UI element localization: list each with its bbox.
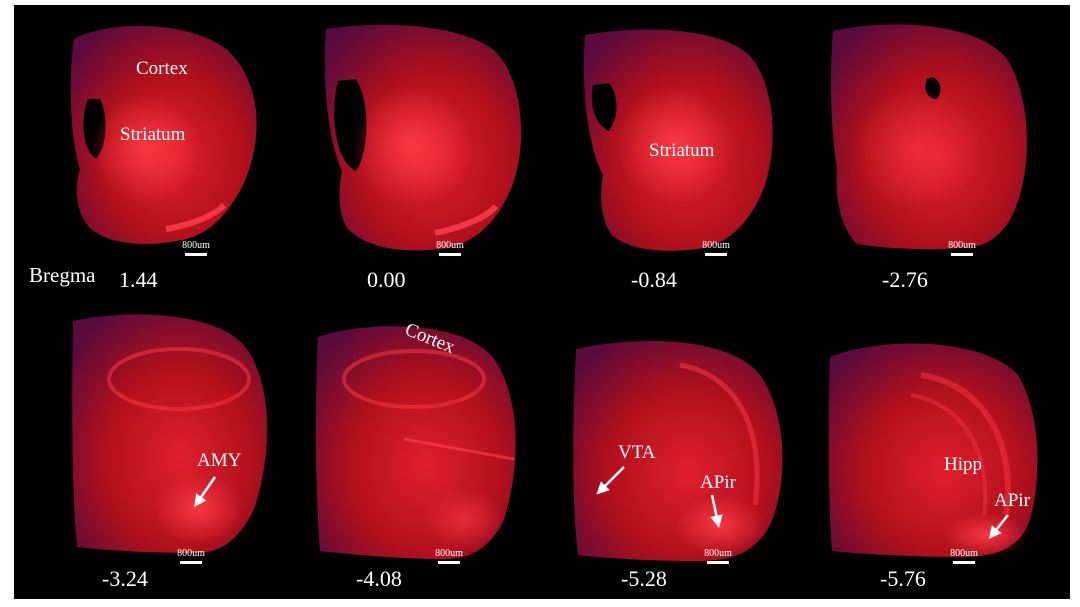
scale-label: 800um xyxy=(704,548,732,559)
region-label-striatum: Striatum xyxy=(120,124,186,145)
brain-section-image xyxy=(324,24,522,251)
scale-bar-line xyxy=(185,253,207,256)
bregma-label: Bregma xyxy=(29,263,96,287)
scale-bar-line xyxy=(439,253,461,256)
brain-section-5: AMY xyxy=(69,309,274,553)
region-label-hipp: Hipp xyxy=(944,454,982,475)
scale-label: 800um xyxy=(177,548,205,559)
bregma-value: -2.76 xyxy=(882,267,928,292)
scale-bar-line xyxy=(707,561,729,564)
scale-label: 800um xyxy=(436,240,464,251)
bregma-value: -5.76 xyxy=(880,566,926,591)
scale-bar-line xyxy=(438,561,460,564)
scale-bar-line xyxy=(951,253,973,256)
brain-section-2 xyxy=(320,21,530,253)
region-label-cortex: Cortex xyxy=(136,58,188,79)
bregma-value: -4.08 xyxy=(356,566,402,591)
region-label-apir: APir xyxy=(994,490,1030,511)
scale-bar: 800um xyxy=(426,549,472,564)
arrow-icon xyxy=(596,466,625,495)
region-label-vta: VTA xyxy=(618,442,656,463)
arrow-icon xyxy=(988,514,1009,539)
bregma-value: -5.28 xyxy=(621,566,667,591)
bregma-value: -3.24 xyxy=(102,566,148,591)
scale-bar: 800um xyxy=(173,241,219,256)
scale-bar: 800um xyxy=(695,549,741,564)
scale-bar-line xyxy=(705,253,727,256)
scale-label: 800um xyxy=(435,548,463,559)
brain-section-image xyxy=(830,24,1027,250)
brain-section-image xyxy=(72,314,268,553)
scale-label: 800um xyxy=(182,240,210,251)
scale-bar-line xyxy=(180,561,202,564)
scale-bar: 800um xyxy=(168,549,214,564)
black-panel: Cortex Striatum 800um Bregma 1.44 800um … xyxy=(14,5,1070,599)
brain-section-image xyxy=(573,341,783,561)
scale-bar-line xyxy=(953,561,975,564)
scale-label: 800um xyxy=(950,548,978,559)
bregma-value: 0.00 xyxy=(367,267,406,292)
brain-section-1: Cortex Striatum xyxy=(66,19,266,249)
arrow-icon xyxy=(710,494,723,528)
brain-section-6: Cortex xyxy=(314,319,524,559)
bregma-value: -0.84 xyxy=(631,267,677,292)
brain-section-8: Hipp APir xyxy=(826,335,1044,557)
scale-bar: 800um xyxy=(939,241,985,256)
region-label-apir: APir xyxy=(700,472,736,493)
brain-section-image xyxy=(583,29,773,251)
brain-section-image xyxy=(70,25,257,245)
scale-bar: 800um xyxy=(941,549,987,564)
brain-section-image xyxy=(315,326,516,559)
region-label-striatum: Striatum xyxy=(649,140,715,161)
scale-bar: 800um xyxy=(693,241,739,256)
brain-section-4 xyxy=(827,19,1032,251)
scale-label: 800um xyxy=(702,240,730,251)
scale-bar: 800um xyxy=(427,241,473,256)
arrow-icon xyxy=(194,476,217,508)
scale-label: 800um xyxy=(948,240,976,251)
brain-section-image xyxy=(828,343,1038,557)
brain-section-3: Striatum xyxy=(579,25,779,255)
brain-section-7: VTA APir xyxy=(570,335,790,561)
bregma-value: 1.44 xyxy=(119,267,158,292)
region-label-amy: AMY xyxy=(197,450,242,471)
